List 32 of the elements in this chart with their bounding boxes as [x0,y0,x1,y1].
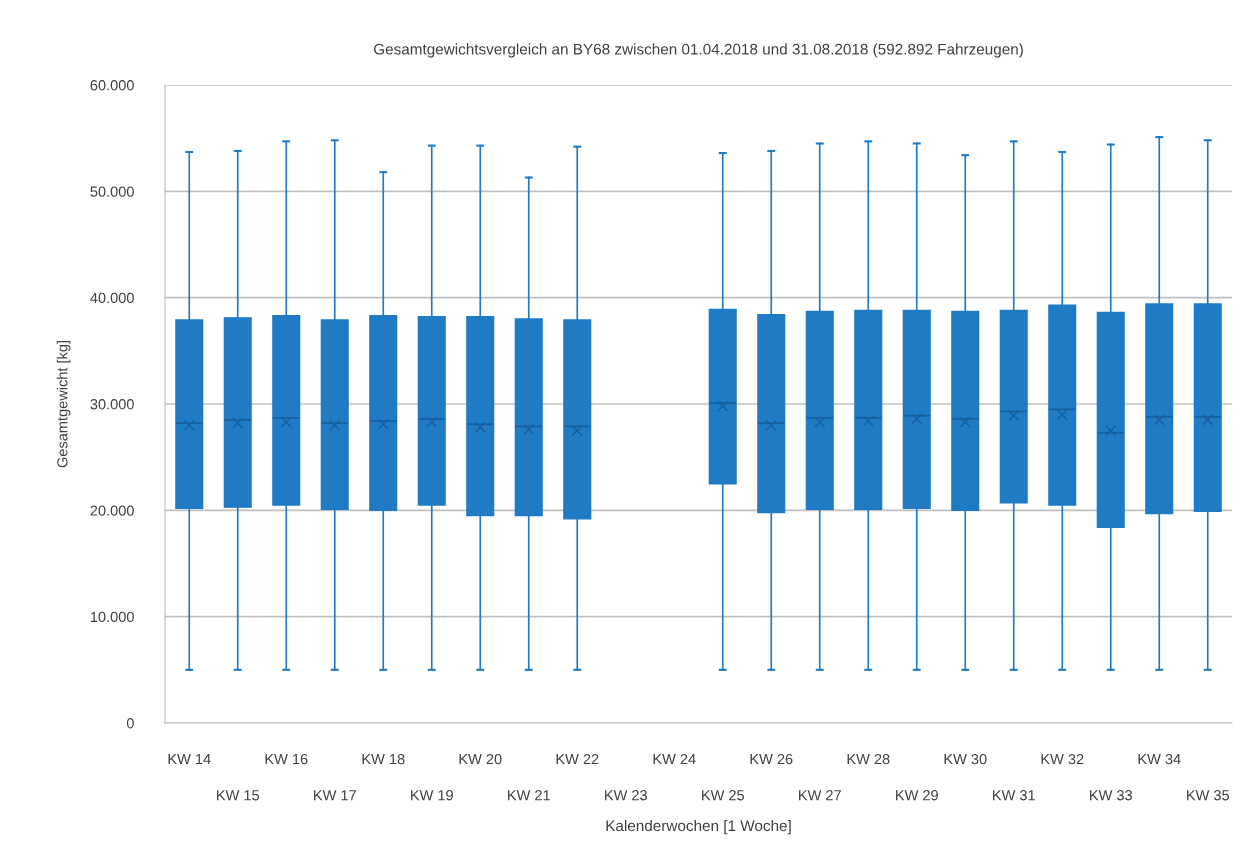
x-tick-label: KW 34 [1138,753,1181,765]
x-tick-label: KW 25 [702,790,745,801]
x-tick-label: KW 17 [314,790,356,801]
y-axis-title: Gesamtgewicht [kg] [56,341,71,468]
y-tick-label: 30.000 [90,399,134,410]
x-tick-label: KW 32 [1041,753,1084,765]
x-tick-label: KW 23 [605,790,647,801]
y-tick-label: 40.000 [90,292,134,304]
x-tick-label: KW 35 [1187,790,1230,801]
x-tick-label: KW 14 [168,754,211,765]
y-tick-label: 50.000 [90,186,134,197]
x-tick-label: KW 27 [799,790,841,801]
x-tick-label: KW 20 [459,753,502,765]
x-tick-label: KW 31 [993,790,1035,801]
y-tick-label: 10.000 [90,611,134,623]
x-tick-label: KW 22 [556,753,599,765]
x-tick-label: KW 30 [944,753,987,765]
x-tick-label: KW 26 [750,753,793,765]
x-tick-label: KW 16 [265,753,308,765]
y-tick-label: 20.000 [90,505,134,516]
x-tick-label: KW 19 [411,790,453,801]
x-tick-label: KW 21 [508,790,550,801]
x-tick-label: KW 29 [896,790,938,801]
x-tick-label: KW 24 [653,753,696,765]
y-tick-label: 0 [126,718,134,729]
x-tick-label: KW 18 [362,753,405,765]
x-axis-title: Kalenderwochen [1 Woche] [606,819,791,835]
x-tick-label: KW 15 [217,790,260,801]
chart-title: Gesamtgewichtsvergleich an BY68 zwischen 01.04.2018 und 31.08.2018 (592.892 Fahrzeugen) [374,43,1023,58]
x-tick-label: KW 33 [1090,790,1132,801]
y-tick-label: 60.000 [90,80,134,91]
x-tick-label: KW 28 [847,753,890,765]
